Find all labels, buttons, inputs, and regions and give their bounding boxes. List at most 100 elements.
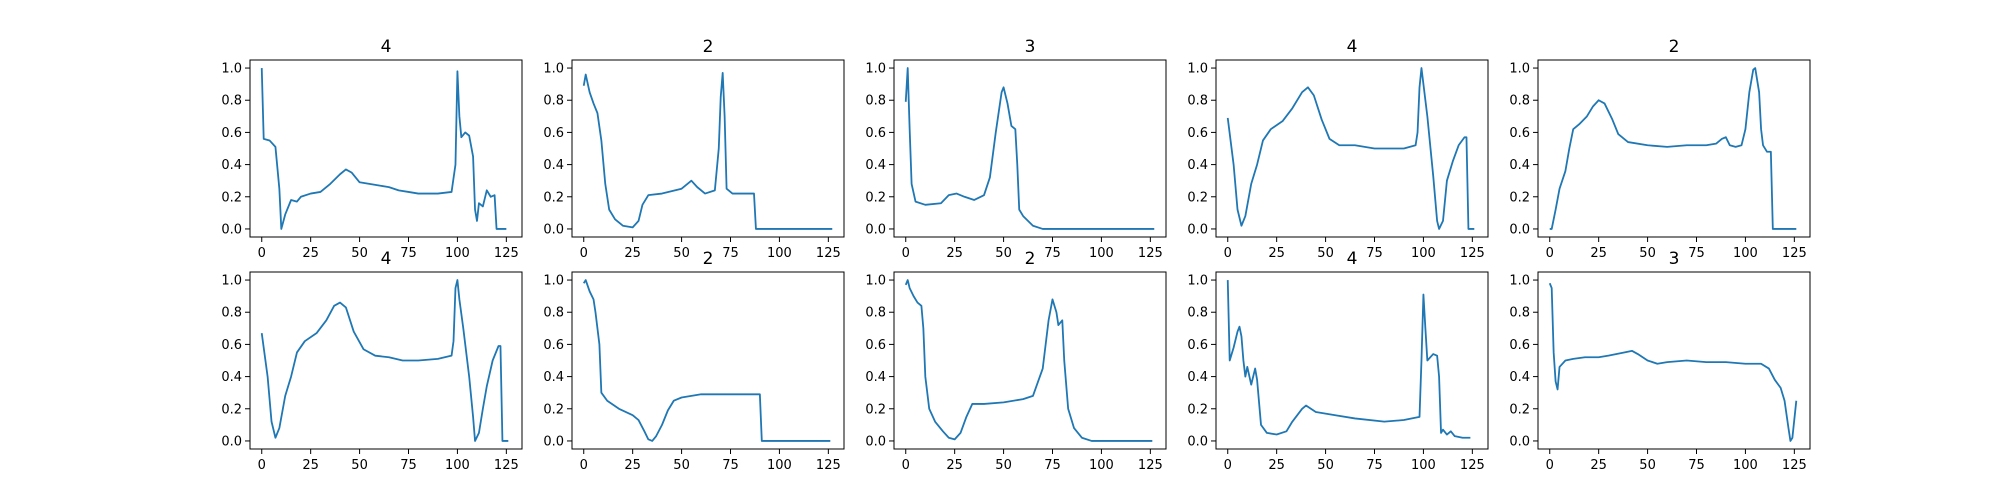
- subplot-title: 4: [381, 249, 392, 269]
- y-tick-label: 0.0: [543, 434, 564, 449]
- y-tick-label: 0.8: [1509, 94, 1530, 109]
- subplot-title: 4: [381, 37, 392, 57]
- y-tick-label: 0.4: [1509, 158, 1530, 173]
- y-tick-label: 0.0: [1187, 434, 1208, 449]
- subplot-title: 2: [1669, 37, 1680, 57]
- axes-frame: [571, 59, 845, 238]
- axes-frame: [893, 59, 1167, 238]
- y-tick-label: 0.6: [865, 338, 886, 353]
- x-tick-label: 75: [1688, 458, 1705, 473]
- y-tick-label: 0.0: [1187, 222, 1208, 237]
- axes-frame: [893, 271, 1167, 450]
- y-tick-label: 0.6: [1509, 338, 1530, 353]
- subplot-10: 0 25 50 75 100 125 0.0 0.2 0.4 0.6 0.8 1.0 3: [1509, 249, 1811, 473]
- subplot-1: 0 25 50 75 100 125 0.0 0.2 0.4 0.6 0.8 1.0 4: [221, 37, 523, 261]
- subplot-title: 2: [703, 249, 714, 269]
- y-tick-label: 0.4: [1187, 370, 1208, 385]
- y-tick-label: 0.8: [865, 306, 886, 321]
- y-tick-label: 0.8: [543, 306, 564, 321]
- x-tick-label: 0: [1224, 246, 1232, 261]
- x-tick-label: 125: [1460, 246, 1485, 261]
- x-tick-label: 125: [816, 246, 841, 261]
- x-tick-label: 0: [258, 458, 266, 473]
- y-tick-label: 0.8: [1187, 94, 1208, 109]
- y-tick-label: 1.0: [1187, 274, 1208, 289]
- y-tick-label: 0.2: [1187, 190, 1208, 205]
- x-tick-label: 75: [400, 246, 417, 261]
- x-tick-label: 125: [1138, 458, 1163, 473]
- subplot-title: 3: [1025, 37, 1036, 57]
- x-tick-label: 75: [1044, 246, 1061, 261]
- x-tick-label: 25: [1590, 458, 1607, 473]
- x-tick-label: 75: [1366, 246, 1383, 261]
- y-tick-label: 0.8: [221, 94, 242, 109]
- x-tick-label: 0: [1224, 458, 1232, 473]
- x-tick-label: 25: [302, 246, 319, 261]
- y-tick-label: 1.0: [543, 274, 564, 289]
- y-tick-label: 0.2: [1509, 190, 1530, 205]
- x-tick-label: 125: [816, 458, 841, 473]
- y-tick-label: 1.0: [865, 62, 886, 77]
- series-line: [1548, 282, 1798, 442]
- y-tick-label: 0.6: [221, 338, 242, 353]
- x-tick-label: 75: [400, 458, 417, 473]
- y-tick-label: 0.4: [221, 370, 242, 385]
- y-tick-label: 0.0: [221, 434, 242, 449]
- y-tick-label: 0.0: [543, 222, 564, 237]
- x-tick-label: 0: [902, 458, 910, 473]
- x-tick-label: 75: [1044, 458, 1061, 473]
- subplot-title: 2: [703, 37, 714, 57]
- y-tick-label: 0.6: [1187, 126, 1208, 141]
- x-tick-label: 100: [1411, 458, 1436, 473]
- x-tick-label: 100: [445, 246, 470, 261]
- y-tick-label: 0.0: [1509, 222, 1530, 237]
- series-line: [1226, 67, 1475, 230]
- subplot-title: 4: [1347, 37, 1358, 57]
- y-tick-label: 1.0: [1509, 274, 1530, 289]
- subplot-8: 0 25 50 75 100 125 0.0 0.2 0.4 0.6 0.8 1.0 2: [865, 249, 1167, 473]
- y-tick-label: 0.4: [865, 370, 886, 385]
- series-line: [582, 279, 831, 442]
- x-tick-label: 75: [1688, 246, 1705, 261]
- y-tick-label: 0.4: [1509, 370, 1530, 385]
- y-tick-label: 0.8: [543, 94, 564, 109]
- x-tick-label: 25: [1268, 458, 1285, 473]
- y-tick-label: 0.0: [865, 222, 886, 237]
- x-tick-label: 50: [995, 246, 1012, 261]
- y-tick-label: 0.6: [543, 126, 564, 141]
- x-tick-label: 125: [1138, 246, 1163, 261]
- y-tick-label: 1.0: [221, 274, 242, 289]
- x-tick-label: 100: [767, 458, 792, 473]
- x-tick-label: 75: [1366, 458, 1383, 473]
- series-line: [260, 279, 509, 442]
- series-line: [260, 68, 507, 230]
- series-line: [904, 279, 1153, 442]
- y-tick-label: 0.8: [1509, 306, 1530, 321]
- x-tick-label: 100: [1089, 458, 1114, 473]
- y-tick-label: 0.2: [221, 190, 242, 205]
- x-tick-label: 50: [1317, 246, 1334, 261]
- y-tick-label: 0.0: [1509, 434, 1530, 449]
- y-tick-label: 0.4: [543, 370, 564, 385]
- axes-frame: [571, 271, 845, 450]
- x-tick-label: 125: [494, 246, 519, 261]
- x-tick-label: 100: [445, 458, 470, 473]
- x-tick-label: 0: [1546, 458, 1554, 473]
- y-tick-label: 0.4: [865, 158, 886, 173]
- y-tick-label: 0.8: [221, 306, 242, 321]
- x-tick-label: 25: [624, 458, 641, 473]
- subplot-9: 0 25 50 75 100 125 0.0 0.2 0.4 0.6 0.8 1.0 4: [1187, 249, 1489, 473]
- x-tick-label: 25: [1268, 246, 1285, 261]
- x-tick-label: 75: [722, 458, 739, 473]
- y-tick-label: 1.0: [1187, 62, 1208, 77]
- y-tick-label: 0.8: [865, 94, 886, 109]
- x-tick-label: 75: [722, 246, 739, 261]
- axes-frame: [1215, 271, 1489, 450]
- x-tick-label: 25: [946, 246, 963, 261]
- axes-frame: [1537, 59, 1811, 238]
- subplot-6: 0 25 50 75 100 125 0.0 0.2 0.4 0.6 0.8 1.0 4: [221, 249, 523, 473]
- x-tick-label: 0: [580, 246, 588, 261]
- subplot-5: 0 25 50 75 100 125 0.0 0.2 0.4 0.6 0.8 1.0 2: [1509, 37, 1811, 261]
- x-tick-label: 50: [1639, 246, 1656, 261]
